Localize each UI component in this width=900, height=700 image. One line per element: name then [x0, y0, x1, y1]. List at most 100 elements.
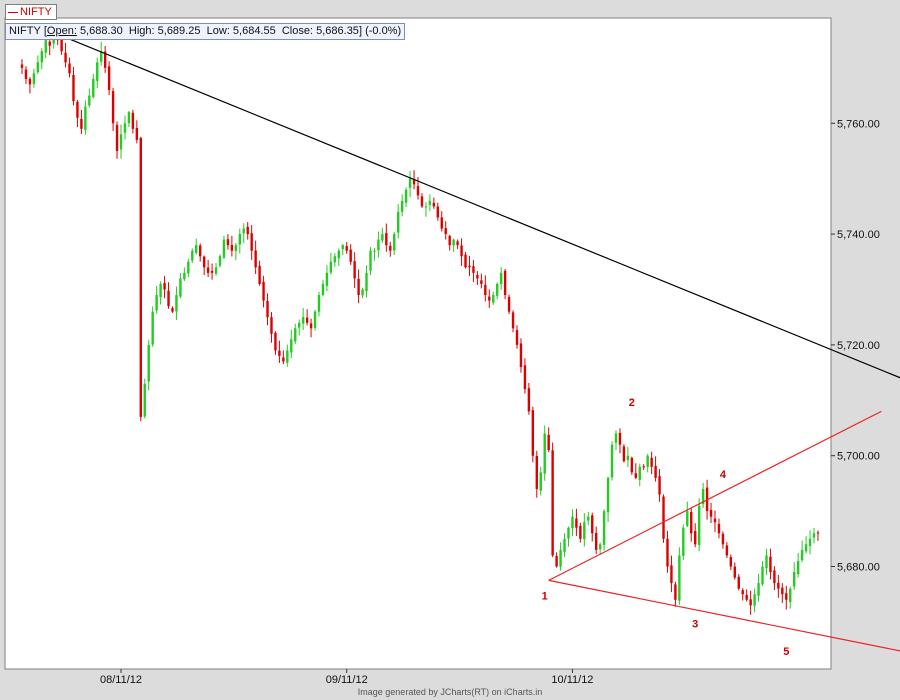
candle: [503, 268, 507, 300]
y-tick-label: 5,680.00: [837, 562, 880, 574]
candle: [460, 238, 463, 266]
candle: [111, 87, 115, 131]
candle: [103, 46, 107, 73]
candle: [567, 526, 570, 547]
footer-credit: Image generated by JCharts(RT) on iChart…: [357, 687, 543, 697]
candle: [242, 223, 245, 243]
candle: [444, 221, 447, 240]
upper-pattern-line: [548, 410, 882, 581]
candle: [709, 502, 713, 524]
candle: [804, 536, 808, 554]
candle: [769, 548, 772, 580]
candle: [159, 281, 162, 305]
candle: [547, 427, 550, 453]
candle: [591, 512, 594, 542]
candle: [432, 197, 436, 209]
candle: [76, 99, 79, 128]
candle: [634, 463, 637, 480]
candle: [583, 513, 586, 547]
candle: [729, 554, 733, 571]
candle: [139, 136, 142, 422]
candle: [563, 533, 566, 558]
candle: [555, 552, 558, 568]
candle: [507, 294, 511, 315]
candle: [733, 562, 736, 580]
quote-change: (-0.0%): [365, 25, 402, 37]
candle: [515, 325, 519, 349]
candle: [630, 456, 634, 476]
candle: [143, 378, 146, 419]
candle: [519, 338, 523, 373]
candle: [626, 446, 630, 468]
candle: [595, 526, 598, 555]
quote-high-label: High:: [128, 25, 155, 37]
candle: [377, 231, 380, 258]
candle: [812, 527, 816, 544]
candle: [551, 442, 554, 558]
candle: [662, 494, 665, 543]
candle: [301, 308, 305, 331]
candle: [622, 444, 626, 463]
candle: [24, 66, 28, 84]
quote-high-value: 5,689.25: [157, 25, 201, 37]
candle: [274, 331, 277, 355]
candle: [123, 115, 127, 140]
candle: [745, 589, 748, 602]
candle: [107, 61, 111, 96]
candle: [614, 430, 618, 451]
candle: [777, 575, 780, 598]
candle: [321, 279, 325, 297]
candle: [654, 456, 657, 482]
candle: [440, 211, 443, 232]
candle: [353, 252, 356, 288]
candle: [737, 574, 740, 591]
candle: [341, 243, 344, 256]
candle: [151, 306, 154, 347]
candle: [464, 251, 467, 269]
candle: [690, 508, 693, 542]
candle: [191, 248, 194, 264]
candle: [36, 55, 40, 74]
candle: [472, 260, 475, 283]
candle: [199, 243, 202, 262]
wave-label-1: 1: [542, 591, 548, 603]
price-axis: 5,680.00 5,700.00 5,720.00 5,740.00 5,760.00: [831, 118, 880, 574]
candle: [234, 242, 238, 261]
candle: [333, 253, 337, 267]
legend-series-label: NIFTY: [20, 6, 52, 18]
candle: [195, 238, 198, 255]
candle: [309, 318, 313, 338]
y-tick-label: 5,740.00: [837, 229, 880, 241]
candle: [575, 508, 578, 536]
candle: [816, 530, 820, 541]
candle: [40, 48, 43, 70]
candle: [155, 285, 158, 314]
candle: [48, 40, 51, 56]
resistance-trendline: [65, 36, 900, 379]
candle: [404, 187, 408, 208]
candle: [32, 68, 36, 88]
candle: [238, 228, 241, 254]
candle: [670, 555, 673, 593]
candle: [175, 286, 178, 321]
candle: [765, 548, 768, 576]
candle: [618, 428, 622, 454]
candle: [499, 267, 503, 290]
candle: [523, 358, 527, 394]
quote-close-label: Close:: [281, 25, 314, 37]
candle: [147, 339, 150, 391]
candle: [456, 239, 459, 249]
candle: [678, 547, 681, 605]
candle: [72, 66, 75, 106]
candle: [100, 41, 103, 66]
series-legend[interactable]: NIFTY: [5, 4, 57, 20]
candle: [92, 73, 95, 99]
candle: [254, 240, 257, 275]
candle: [20, 59, 24, 74]
candle: [167, 282, 170, 309]
candle: [452, 238, 455, 252]
candle: [88, 88, 91, 108]
candle: [206, 259, 210, 277]
candle: [697, 498, 701, 552]
